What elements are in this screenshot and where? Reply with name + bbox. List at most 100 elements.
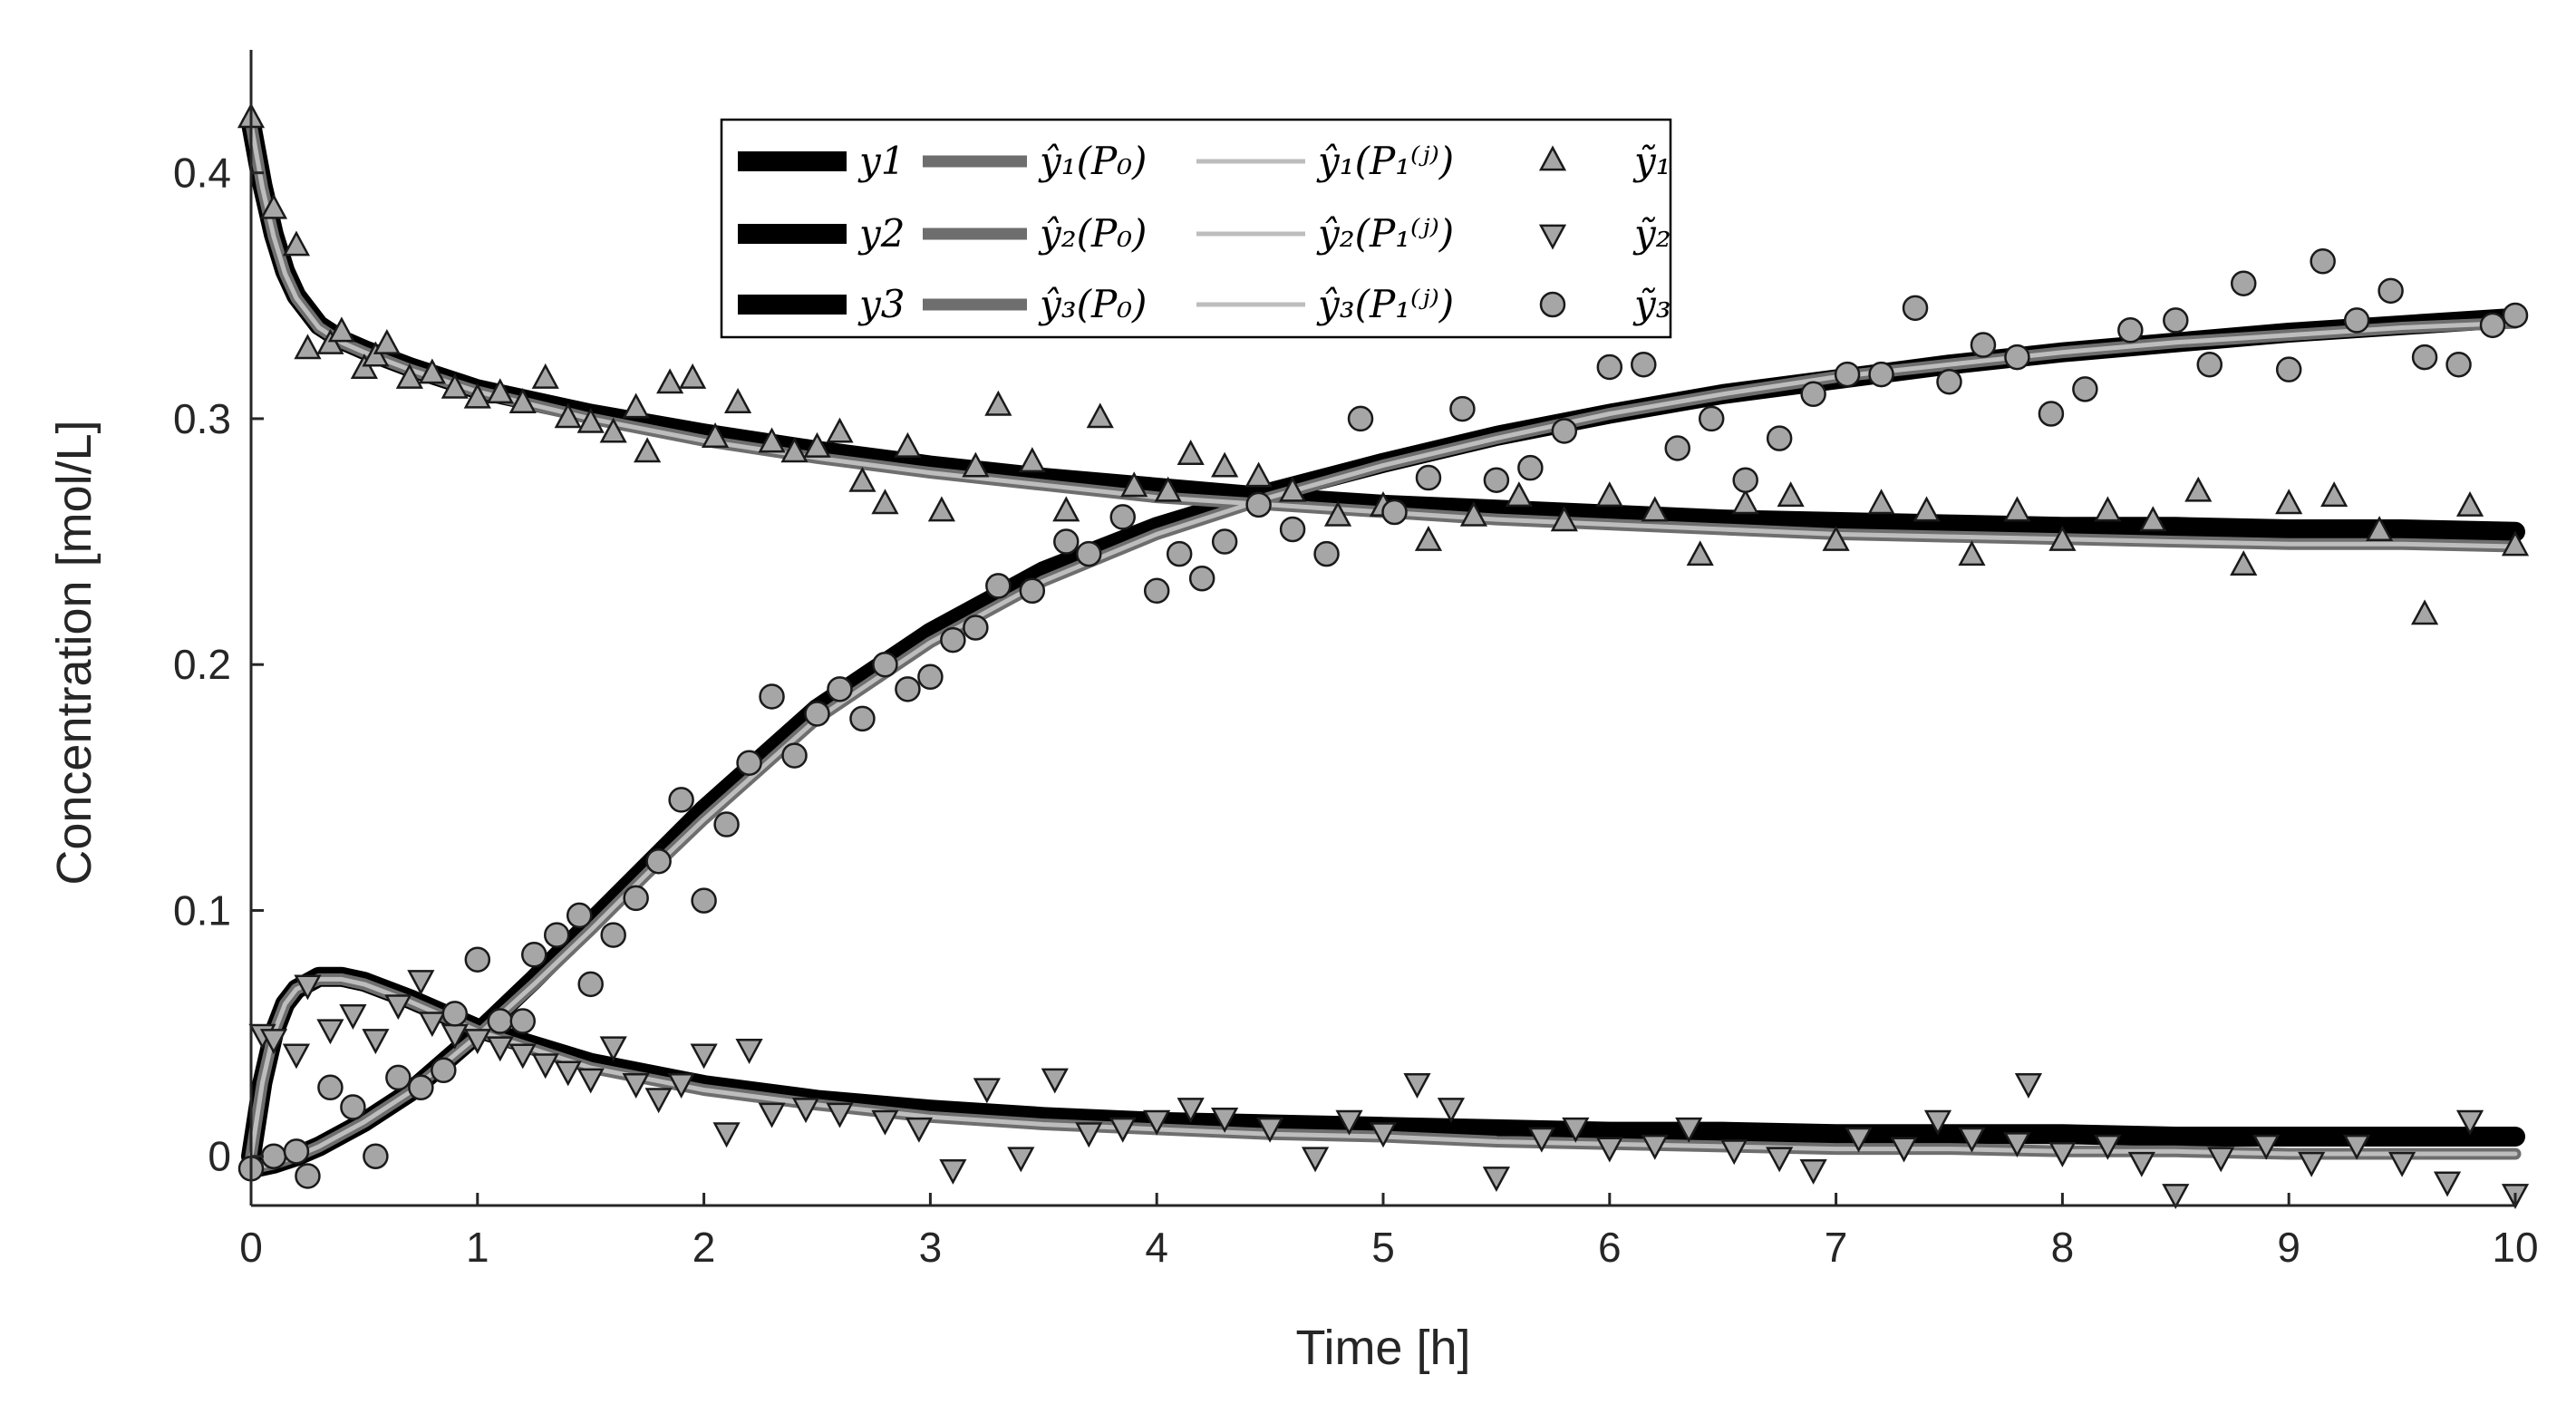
data-point-triangle-up: [2410, 599, 2439, 625]
data-point-triangle-down: [463, 1029, 491, 1055]
data-point-circle: [1279, 516, 1306, 543]
series-10-markers-triangle-up: [237, 102, 2530, 625]
data-point-triangle-up: [984, 390, 1012, 416]
data-point-triangle-down: [735, 1039, 763, 1064]
data-point-triangle-down: [2388, 1151, 2416, 1177]
data-point-triangle-down: [1766, 1147, 1794, 1173]
data-point-triangle-down: [1335, 1109, 1363, 1136]
y-axis-label: Concentration [mol/L]: [47, 420, 102, 885]
data-point-circle: [1596, 353, 1623, 381]
data-point-triangle-up: [1323, 500, 1352, 527]
data-point-circle: [668, 787, 694, 813]
x-tick-label: 0: [239, 1224, 263, 1271]
data-point-triangle-down: [384, 994, 412, 1021]
data-point-circle: [2445, 351, 2472, 378]
data-point-circle: [2343, 307, 2370, 334]
x-tick-label: 7: [1825, 1224, 1848, 1271]
data-point-triangle-down: [1256, 1117, 1284, 1143]
data-point-circle: [2072, 376, 2098, 402]
data-point-triangle-down: [1720, 1139, 1748, 1166]
data-point-triangle-down: [1369, 1122, 1398, 1148]
legend-label: ỹ₂: [1632, 211, 1671, 256]
data-point-circle: [645, 847, 672, 875]
data-point-circle: [543, 922, 570, 948]
data-point-circle: [1076, 540, 1102, 567]
series-11-markers-triangle-down: [248, 970, 2530, 1210]
data-point-triangle-down: [486, 1036, 514, 1062]
x-tick-label: 8: [2051, 1224, 2075, 1271]
data-point-triangle-up: [2094, 496, 2122, 522]
data-point-circle: [1053, 528, 1080, 555]
data-point-triangle-up: [2230, 550, 2258, 576]
data-point-triangle-up: [2366, 516, 2394, 542]
data-point-circle: [691, 887, 717, 914]
data-point-triangle-up: [871, 489, 899, 515]
x-tick-label: 1: [466, 1224, 489, 1271]
data-point-triangle-down: [1143, 1109, 1171, 1136]
data-point-circle: [317, 1074, 344, 1101]
data-point-circle: [1019, 577, 1046, 605]
data-point-triangle-up: [1177, 440, 1205, 465]
data-point-triangle-down: [554, 1060, 582, 1087]
data-point-triangle-up: [622, 392, 650, 419]
data-point-triangle-up: [1505, 481, 1533, 508]
data-point-circle: [1936, 368, 1962, 395]
data-point-triangle-up: [848, 466, 876, 492]
data-point-triangle-up: [418, 358, 446, 384]
data-point-triangle-up: [463, 382, 491, 409]
data-point-circle: [1381, 499, 1408, 526]
y-tick-label: 0.4: [173, 150, 231, 197]
data-point-triangle-down: [2162, 1184, 2190, 1210]
data-point-circle: [464, 946, 491, 973]
data-point-triangle-up: [1550, 506, 1578, 532]
data-point-circle: [509, 1008, 537, 1034]
data-point-triangle-up: [2048, 525, 2077, 551]
data-point-triangle-up: [1958, 540, 1986, 566]
legend-item: ŷ₁(P₁⁽ʲ⁾): [1196, 139, 1454, 183]
data-point-circle: [295, 1163, 321, 1189]
series-7-line-estimate-P1: [248, 121, 2518, 549]
legend-item: ŷ₂(P₁⁽ʲ⁾): [1196, 211, 1454, 256]
legend-item: ŷ₂(P₀): [923, 211, 1147, 256]
data-point-triangle-down: [2252, 1134, 2281, 1160]
data-point-triangle-up: [1595, 481, 1623, 508]
data-point-circle: [363, 1143, 389, 1169]
data-point-triangle-down: [973, 1078, 1001, 1104]
data-point-triangle-up: [2184, 476, 2213, 502]
data-point-triangle-down: [576, 1068, 605, 1094]
data-point-triangle-down: [791, 1098, 820, 1124]
data-point-circle: [441, 1001, 469, 1027]
legend-label: ỹ₁: [1632, 139, 1671, 183]
data-point-triangle-down: [599, 1036, 627, 1062]
data-point-triangle-down: [1845, 1127, 1873, 1153]
data-point-circle: [1449, 395, 1476, 422]
data-point-circle: [2230, 270, 2257, 296]
data-point-circle: [566, 902, 593, 929]
data-point-triangle-up: [634, 437, 662, 463]
data-point-circle: [963, 615, 989, 641]
legend-label: ŷ₂(P₁⁽ʲ⁾): [1316, 211, 1454, 256]
data-point-triangle-up: [508, 388, 537, 413]
data-point-triangle-up: [1777, 481, 1805, 508]
data-point-triangle-up: [656, 368, 684, 394]
data-point-triangle-up: [2501, 530, 2530, 557]
data-point-triangle-down: [2127, 1151, 2155, 1177]
legend-label: ŷ₃(P₁⁽ʲ⁾): [1316, 282, 1454, 326]
data-point-triangle-down: [826, 1102, 854, 1128]
data-point-circle: [2163, 307, 2189, 334]
data-point-triangle-down: [2343, 1134, 2371, 1160]
data-point-triangle-up: [1867, 489, 1895, 515]
data-point-triangle-up: [2139, 506, 2167, 532]
data-point-circle: [1970, 332, 1997, 358]
data-point-circle: [1415, 464, 1442, 491]
data-point-circle: [1211, 528, 1238, 555]
data-point-triangle-up: [554, 402, 582, 429]
data-point-triangle-down: [531, 1053, 559, 1080]
data-point-triangle-down: [939, 1158, 967, 1185]
legend-label: ŷ₁(P₀): [1038, 139, 1147, 183]
data-point-triangle-up: [1414, 525, 1443, 551]
data-point-circle: [2502, 302, 2529, 329]
data-point-circle: [1245, 491, 1272, 518]
data-point-triangle-down: [2094, 1134, 2122, 1160]
